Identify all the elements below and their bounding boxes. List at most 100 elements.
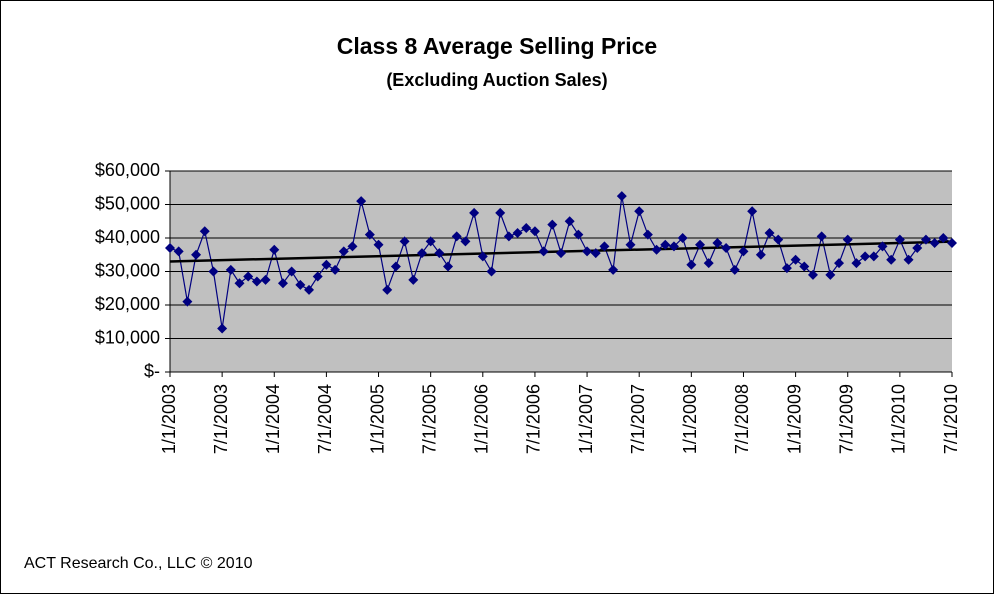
data-marker (182, 296, 193, 307)
data-marker (816, 231, 827, 242)
x-tick-label: 7/1/2008 (732, 384, 752, 454)
data-marker (886, 254, 897, 265)
data-marker (304, 284, 315, 295)
data-marker (625, 239, 636, 250)
data-marker (408, 274, 419, 285)
data-marker (668, 241, 679, 252)
data-marker (556, 248, 566, 259)
data-marker (677, 233, 688, 243)
data-marker (477, 251, 488, 262)
data-marker (338, 246, 349, 257)
data-marker (616, 191, 627, 202)
data-marker (460, 236, 471, 247)
data-marker (416, 248, 427, 259)
data-marker (269, 244, 280, 255)
data-marker (842, 234, 853, 245)
x-tick-label: 7/1/2006 (524, 384, 544, 454)
data-marker (695, 239, 706, 250)
data-marker (277, 278, 288, 289)
data-marker (608, 264, 619, 275)
data-marker (929, 238, 940, 249)
data-marker (721, 243, 732, 254)
data-marker (390, 261, 401, 272)
data-marker (199, 226, 210, 237)
data-marker (538, 246, 549, 257)
data-marker (495, 207, 506, 218)
data-marker (947, 238, 957, 249)
x-tick-label: 1/1/2008 (680, 384, 700, 454)
data-marker (373, 239, 384, 250)
data-marker (634, 206, 645, 217)
x-tick-label: 1/1/2006 (472, 384, 492, 454)
data-marker (191, 249, 202, 260)
data-marker (503, 231, 514, 242)
data-marker (451, 231, 462, 242)
data-marker (894, 234, 905, 245)
data-marker (877, 241, 888, 252)
data-marker (573, 229, 584, 240)
data-marker (434, 248, 445, 259)
data-marker (729, 264, 740, 275)
data-marker (356, 196, 367, 207)
data-marker (469, 207, 480, 218)
data-marker (903, 254, 914, 265)
data-marker (599, 241, 610, 252)
data-marker (868, 251, 879, 262)
x-tick-label: 7/1/2003 (211, 384, 231, 454)
y-tick-label: $30,000 (95, 260, 160, 280)
chart-subtitle: (Excluding Auction Sales) (386, 70, 607, 90)
data-marker (286, 266, 297, 277)
data-marker (755, 249, 766, 260)
data-marker (825, 269, 836, 280)
data-marker (920, 234, 931, 245)
x-tick-label: 7/1/2004 (315, 384, 335, 454)
data-marker (590, 248, 601, 259)
data-marker (773, 234, 784, 245)
data-marker (834, 258, 845, 269)
data-marker (330, 264, 341, 275)
y-tick-label: $10,000 (95, 327, 160, 347)
data-marker (651, 244, 662, 255)
data-marker (790, 254, 801, 265)
data-marker (173, 246, 184, 257)
data-marker (660, 239, 671, 250)
data-marker (582, 246, 593, 257)
data-marker (512, 227, 523, 238)
data-marker (312, 271, 323, 282)
x-tick-label: 7/1/2009 (836, 384, 856, 454)
data-marker (851, 258, 862, 269)
data-marker (686, 259, 697, 270)
data-marker (938, 233, 949, 243)
data-marker (243, 271, 254, 282)
x-tick-label: 7/1/2010 (941, 384, 961, 454)
data-marker (399, 236, 410, 247)
data-marker (486, 266, 497, 277)
data-marker (529, 226, 540, 237)
data-marker (764, 227, 775, 238)
data-marker (347, 241, 358, 252)
data-marker (295, 279, 306, 290)
data-marker (564, 216, 575, 227)
data-marker (703, 258, 714, 269)
chart-title: Class 8 Average Selling Price (337, 33, 657, 59)
data-marker (443, 261, 454, 272)
data-marker (425, 236, 436, 247)
data-marker (747, 206, 758, 217)
y-tick-label: $40,000 (95, 227, 160, 247)
y-tick-label: $50,000 (95, 193, 160, 213)
data-marker (217, 323, 228, 334)
data-marker (799, 261, 810, 272)
data-marker (165, 243, 175, 254)
data-marker (738, 246, 749, 257)
data-marker (712, 238, 723, 249)
y-tick-label: $20,000 (95, 294, 160, 314)
x-tick-label: 1/1/2010 (889, 384, 909, 454)
data-marker (208, 266, 219, 277)
x-tick-label: 1/1/2003 (159, 384, 179, 454)
x-tick-label: 7/1/2005 (419, 384, 439, 454)
x-tick-label: 7/1/2007 (628, 384, 648, 454)
data-marker (382, 284, 393, 295)
y-tick-label: $60,000 (95, 160, 160, 180)
data-marker (642, 229, 653, 240)
data-marker (547, 219, 558, 230)
